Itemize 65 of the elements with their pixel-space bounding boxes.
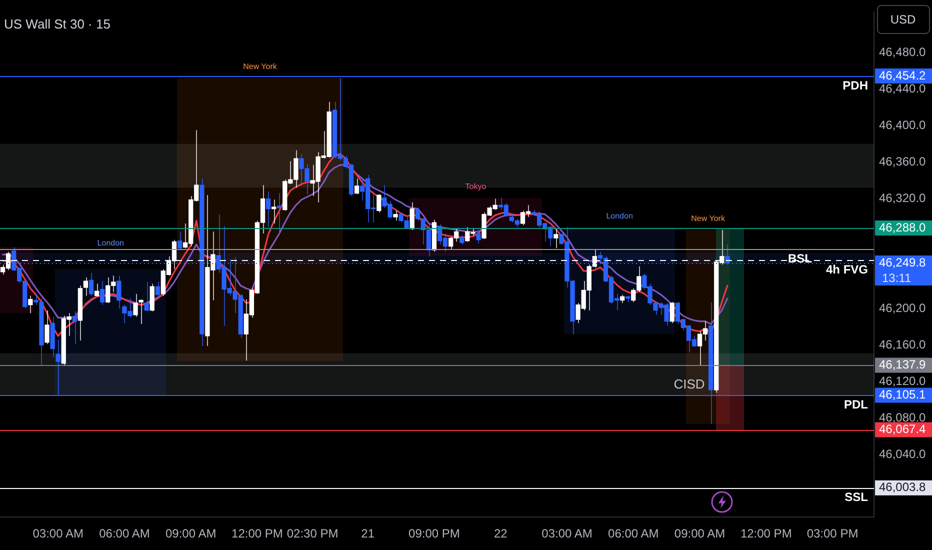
annotation: New York: [691, 214, 726, 224]
x-tick-label: 09:00 AM: [674, 526, 726, 541]
x-tick-label: 12:00 PM: [740, 526, 792, 541]
annotation: New York: [243, 62, 278, 72]
candlestick: [100, 280, 105, 306]
candlestick: [28, 295, 33, 314]
candlestick: [460, 234, 464, 245]
text: 13:11: [882, 270, 912, 285]
candlestick: [354, 178, 360, 195]
annotation: CISD: [674, 376, 705, 392]
y-tick-label: 46,400.0: [879, 118, 926, 132]
x-tick-label: 03:00 AM: [542, 526, 592, 541]
x-tick-label: 06:00 AM: [99, 526, 150, 541]
candlestick: [277, 192, 282, 234]
y-tick-label: 46,120.0: [879, 374, 926, 388]
ref-line-label: PDL: [844, 398, 868, 412]
candlestick: [266, 190, 271, 228]
ref-line-label: 4h FVG: [826, 262, 868, 276]
candlestick: [88, 272, 94, 296]
candlestick: [393, 210, 398, 222]
y-tick-label: 46,003.8: [879, 480, 926, 494]
x-tick-label: 03:00 PM: [806, 526, 858, 541]
candlestick: [116, 275, 122, 309]
y-tick-label: 46,454.2: [879, 68, 926, 82]
y-tick-label: 46,105.1: [879, 388, 926, 402]
candlestick: [554, 228, 558, 249]
candlestick: [670, 302, 674, 324]
x-tick-label: 12:00 PM: [232, 526, 283, 541]
y-tick-label: 46,080.0: [879, 410, 926, 425]
y-tick-label: 46,200.0: [879, 300, 926, 315]
y-tick-label: 46,360.0: [879, 154, 926, 168]
x-tick-label: 22: [494, 526, 508, 541]
candlestick: [72, 310, 78, 345]
candlestick: [83, 276, 88, 296]
x-tick-label: 02:30 PM: [286, 526, 338, 541]
candlestick: [271, 199, 276, 224]
candlestick: [44, 310, 50, 345]
y-tick-label: 46,160.0: [879, 337, 926, 352]
x-tick-label: 09:00 AM: [165, 526, 216, 541]
y-tick-label: 46,288.0: [879, 220, 926, 234]
y-tick-label: 46,067.4: [879, 422, 926, 436]
y-tick-label: 46,040.0: [879, 447, 926, 462]
candlestick: [144, 281, 149, 312]
candlestick: [410, 202, 414, 230]
y-tick-label: 46,320.0: [879, 191, 926, 206]
y-tick-label: 46,249.8: [879, 255, 926, 270]
x-tick-label: 06:00 AM: [608, 526, 659, 541]
candlestick: [177, 231, 182, 250]
candlestick: [155, 281, 160, 298]
x-tick-label: 21: [361, 526, 375, 541]
annotation: Tokyo: [465, 182, 487, 192]
y-tick-label: 46,480.0: [879, 44, 926, 59]
x-tick-label: 03:00 AM: [32, 526, 84, 541]
ref-line-label: SSL: [844, 490, 868, 504]
y-tick-label: 46,440.0: [879, 81, 926, 96]
annotation: London: [97, 238, 124, 248]
y-tick-label: 46,137.9: [879, 358, 926, 372]
candlestick: [376, 194, 382, 213]
ref-line-label: PDH: [842, 78, 868, 92]
chart-title: US Wall St 30 · 15: [4, 16, 110, 32]
x-tick-label: 09:00 PM: [408, 526, 460, 541]
y-axis-title: USD: [890, 12, 916, 26]
annotation: London: [606, 211, 633, 220]
candlestick: [476, 229, 481, 244]
candlestick: [94, 283, 100, 298]
